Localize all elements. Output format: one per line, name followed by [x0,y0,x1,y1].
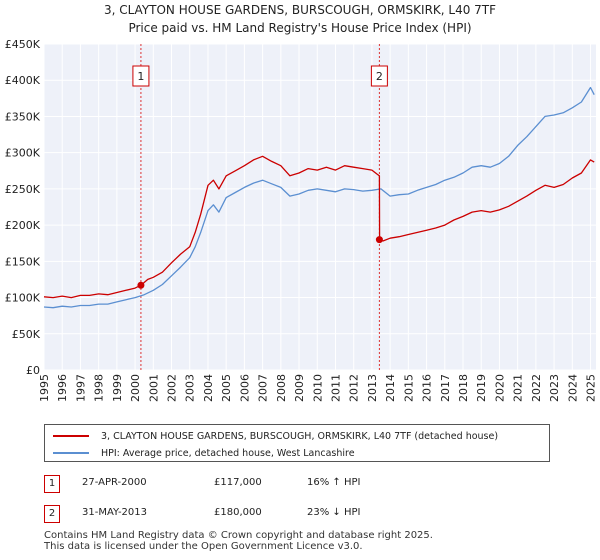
footer-line-1: Contains HM Land Registry data © Crown c… [44,530,433,541]
sale-label-box [132,65,150,87]
transaction-date: 27-APR-2000 [82,477,147,488]
plot-area [44,44,596,370]
sale-point [375,236,383,244]
legend-item-hpi: HPI: Average price, detached house, West… [53,445,355,461]
sale-label: 2 [376,70,383,83]
price-chart: 3, CLAYTON HOUSE GARDENS, BURSCOUGH, ORM… [5,3,598,402]
sale-point [137,281,145,289]
x-tick-label: 2011 [329,374,342,402]
footer-line-2: This data is licensed under the Open Gov… [44,541,363,552]
hpi-line [43,86,595,309]
x-tick-label: 2022 [530,374,543,402]
sale-label: 1 [137,70,144,83]
x-tick-label: 2007 [257,374,270,402]
y-tick-label: £400K [5,74,41,87]
x-tick-label: 2013 [366,374,379,402]
legend-label-property: 3, CLAYTON HOUSE GARDENS, BURSCOUGH, ORM… [101,430,499,442]
transaction-price: £117,000 [214,477,262,488]
x-tick-label: 2017 [439,374,452,402]
y-tick-label: £300K [5,147,41,160]
transaction-row: 1 27-APR-2000 £117,000 16% ↑ HPI [44,475,564,493]
grid [43,43,596,371]
x-tick-label: 1996 [56,374,69,402]
y-tick-label: £350K [5,110,41,123]
transaction-row: 2 31-MAY-2013 £180,000 23% ↓ HPI [44,505,564,523]
x-tick-label: 2002 [166,374,179,402]
legend-label-hpi: HPI: Average price, detached house, West… [101,447,355,459]
y-tick-label: £0 [26,364,40,377]
x-tick-label: 2012 [348,374,361,402]
x-tick-label: 2005 [220,374,233,402]
transaction-hpi-diff: 16% ↑ HPI [307,477,361,488]
legend-swatch-property [53,435,89,437]
footer: Contains HM Land Registry data © Crown c… [44,530,433,552]
x-tick-label: 2008 [275,374,288,402]
y-tick-label: £150K [5,255,41,268]
x-tick-label: 2020 [493,374,506,402]
y-axis: £0 £50K £100K £150K £200K £250K £300K £350K £400… [5,38,41,377]
transaction-date: 31-MAY-2013 [82,507,148,518]
x-tick-label: 2009 [293,374,306,402]
legend-item-property: 3, CLAYTON HOUSE GARDENS, BURSCOUGH, ORM… [53,428,498,444]
transaction-price: £180,000 [214,507,262,518]
x-tick-label: 1997 [74,374,87,402]
y-tick-label: £100K [5,292,41,305]
transaction-hpi-diff: 23% ↓ HPI [307,507,361,518]
y-tick-label: £450K [5,38,41,51]
x-tick-label: 2000 [129,374,142,402]
x-tick-label: 2018 [457,374,470,402]
x-tick-label: 1995 [38,374,51,402]
x-tick-label: 1998 [93,374,106,402]
x-tick-label: 2023 [548,374,561,402]
x-tick-label: 2016 [421,374,434,402]
x-tick-label: 2025 [585,374,598,402]
x-tick-label: 2019 [475,374,488,402]
x-tick-label: 2006 [238,374,251,402]
y-tick-label: £250K [5,183,41,196]
transaction-marker: 2 [44,505,60,523]
x-tick-label: 2003 [184,374,197,402]
x-tick-label: 2004 [202,374,215,402]
sale-points [137,236,383,289]
legend-swatch-hpi [53,452,89,454]
y-tick-label: £50K [12,328,41,341]
x-tick-label: 2015 [402,374,415,402]
x-tick-label: 2010 [311,374,324,402]
x-tick-label: 2024 [566,374,579,402]
x-tick-label: 2014 [384,374,397,402]
x-tick-label: 1999 [111,374,124,402]
chart-subtitle: Price paid vs. HM Land Registry's House … [128,21,471,35]
transaction-marker: 1 [44,475,60,493]
chart-title: 3, CLAYTON HOUSE GARDENS, BURSCOUGH, ORM… [104,3,496,17]
legend: 3, CLAYTON HOUSE GARDENS, BURSCOUGH, ORM… [44,424,550,462]
x-tick-label: 2001 [147,374,160,402]
sale-label-box [370,65,388,87]
x-tick-label: 2021 [512,374,525,402]
x-axis: 1995 1996 1997 1998 1999 2000 2001 2002 2003 2004… [38,374,598,402]
y-tick-label: £200K [5,219,41,232]
